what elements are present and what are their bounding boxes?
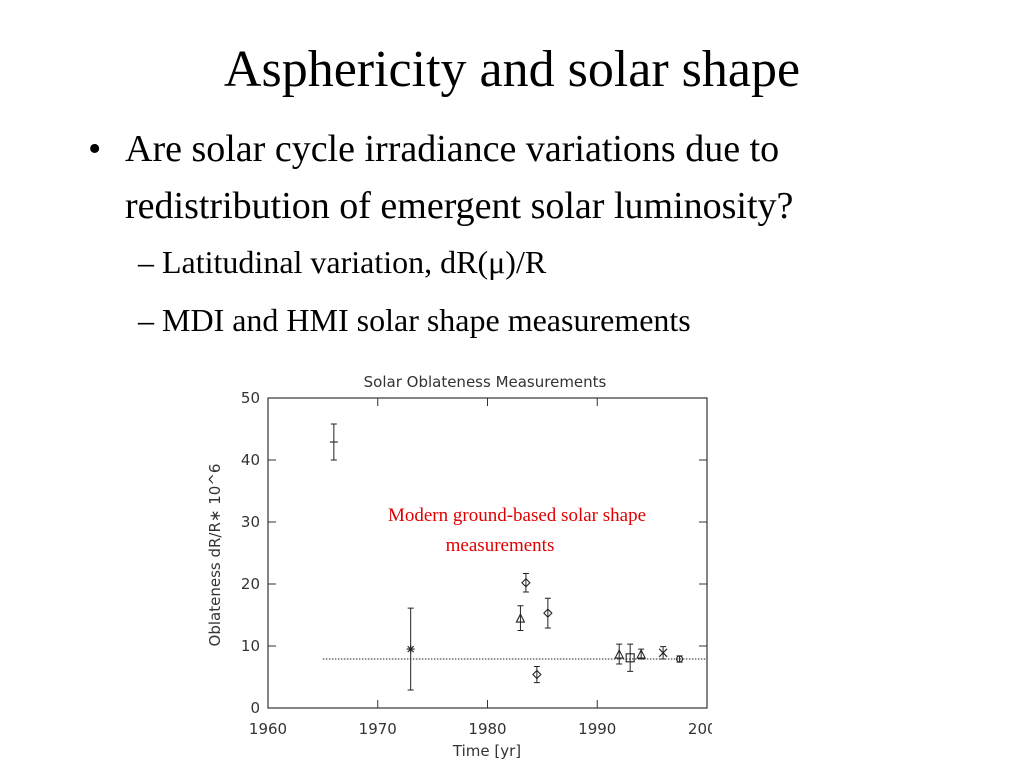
x-tick-label: 2000 — [688, 720, 726, 738]
point — [532, 669, 542, 680]
y-tick-label: 10 — [241, 637, 260, 655]
point — [625, 653, 635, 663]
point — [543, 608, 553, 618]
point — [658, 648, 668, 658]
point — [614, 648, 625, 659]
point — [515, 612, 526, 623]
x-tick-label: 1970 — [359, 720, 397, 738]
error-bar — [544, 597, 551, 629]
error-bar — [627, 643, 634, 672]
y-tick-label: 0 — [250, 699, 260, 717]
bullet-text: Are solar cycle irradiance variations du… — [125, 128, 779, 170]
annotation: Modern ground-based solar shape — [388, 505, 646, 526]
point — [636, 648, 647, 659]
bullet-text: redistribution of emergent solar luminos… — [125, 185, 793, 227]
x-tick-label: 1960 — [249, 720, 287, 738]
y-tick-label: 50 — [241, 389, 260, 407]
annotation: measurements — [446, 535, 555, 556]
x-axis-label: Time [yr] — [452, 742, 521, 760]
y-tick-label: 20 — [241, 575, 260, 593]
sub-bullet: – Latitudinal variation, dR(μ)/R — [137, 244, 547, 280]
error-bar — [522, 572, 529, 593]
chart: Solar Oblateness Measurements Oblateness… — [206, 373, 726, 760]
y-axis-label: Oblateness dR/R∗ 10^6 — [206, 464, 224, 647]
error-bar — [517, 605, 524, 631]
point — [406, 645, 415, 654]
y-tick-label: 30 — [241, 513, 260, 531]
y-tick-label: 40 — [241, 451, 260, 469]
error-bar — [616, 643, 623, 665]
point — [676, 655, 684, 663]
error-bar — [533, 665, 540, 684]
chart-title: Solar Oblateness Measurements — [364, 373, 607, 391]
x-tick-label: 1990 — [578, 720, 616, 738]
point — [521, 577, 531, 588]
sub-bullet: – MDI and HMI solar shape measurements — [137, 302, 691, 338]
slide-title: Asphericity and solar shape — [224, 41, 800, 98]
bullet-dot: • — [88, 128, 101, 170]
x-tick-label: 1980 — [468, 720, 506, 738]
